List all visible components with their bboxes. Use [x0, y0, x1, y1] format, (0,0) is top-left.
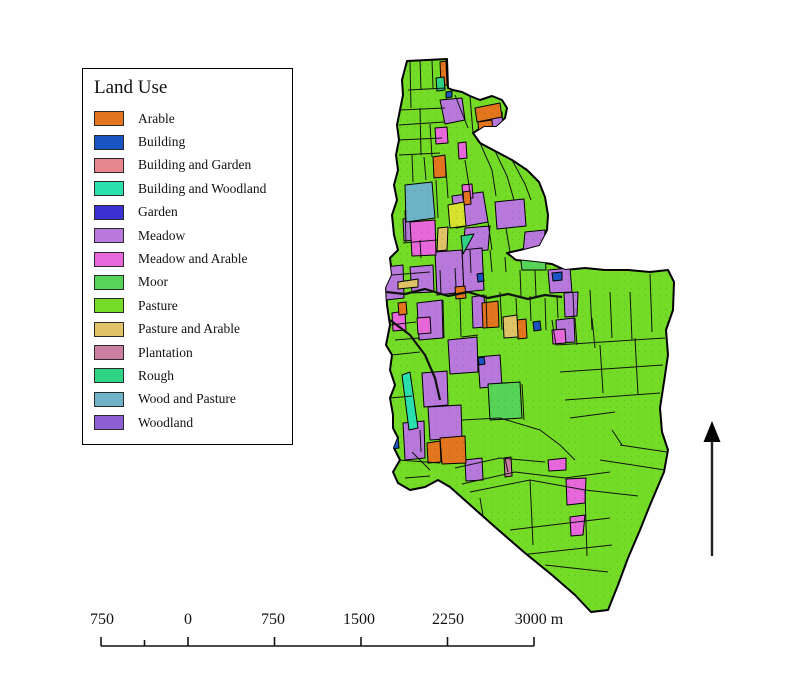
rough-swatch — [94, 368, 124, 384]
legend-item: Pasture and Arable — [94, 318, 292, 341]
legend-item-label: Woodland — [138, 414, 194, 430]
legend-item-label: Meadow — [138, 227, 186, 243]
scale-label: 750 — [90, 611, 114, 628]
moor-swatch — [94, 274, 124, 290]
scale-label: 2250 — [432, 611, 464, 628]
legend-item: Building and Woodland — [94, 177, 292, 200]
meadow-swatch — [94, 228, 124, 244]
garden-swatch — [94, 204, 124, 220]
legend-item-label: Plantation — [138, 344, 193, 360]
legend-item-label: Building and Woodland — [138, 180, 267, 196]
legend-item: Wood and Pasture — [94, 388, 292, 411]
legend-item-label: Garden — [138, 204, 178, 220]
pasture-swatch — [94, 298, 124, 314]
legend-item-label: Arable — [138, 110, 175, 126]
legend-item: Arable — [94, 107, 292, 130]
meadow-and-arable-swatch — [94, 251, 124, 267]
legend-item: Meadow — [94, 224, 292, 247]
legend-item: Meadow and Arable — [94, 247, 292, 270]
plantation-swatch — [94, 345, 124, 361]
legend-item: Building — [94, 130, 292, 153]
legend-item-label: Building — [138, 134, 186, 150]
woodland-swatch — [94, 415, 124, 431]
legend-title: Land Use — [94, 77, 168, 98]
scale-label: 3000 m — [515, 611, 564, 628]
legend-item-label: Pasture — [138, 297, 178, 313]
wood-and-pasture-swatch — [94, 391, 124, 407]
legend-item: Garden — [94, 201, 292, 224]
legend-item-label: Meadow and Arable — [138, 251, 248, 267]
arable-swatch — [94, 111, 124, 127]
legend-item-label: Rough — [138, 367, 175, 383]
scale-label: 1500 — [343, 611, 375, 628]
legend-item: Plantation — [94, 341, 292, 364]
legend-item: Building and Garden — [94, 154, 292, 177]
legend-item-label: Wood and Pasture — [138, 391, 236, 407]
building-and-woodland-swatch — [94, 181, 124, 197]
scale-bar: 750 0 750 1500 2250 3000 m — [90, 611, 564, 647]
legend-item-label: Pasture and Arable — [138, 321, 240, 337]
legend-item-label: Building and Garden — [138, 157, 252, 173]
building-and-garden-swatch — [94, 157, 124, 173]
pasture-and-arable-swatch — [94, 321, 124, 337]
building-swatch — [94, 134, 124, 150]
scale-label: 0 — [184, 611, 192, 628]
legend-item-label: Moor — [138, 274, 168, 290]
legend-item: Pasture — [94, 294, 292, 317]
legend-item: Rough — [94, 364, 292, 387]
scale-label: 750 — [261, 611, 285, 628]
north-arrow-icon — [703, 421, 721, 556]
legend-item: Moor — [94, 271, 292, 294]
legend: Land Use Arable Building Building and Gard… — [82, 68, 293, 445]
legend-item: Woodland — [94, 411, 292, 434]
legend-items: Arable Building Building and Garden Buildin… — [94, 107, 292, 434]
